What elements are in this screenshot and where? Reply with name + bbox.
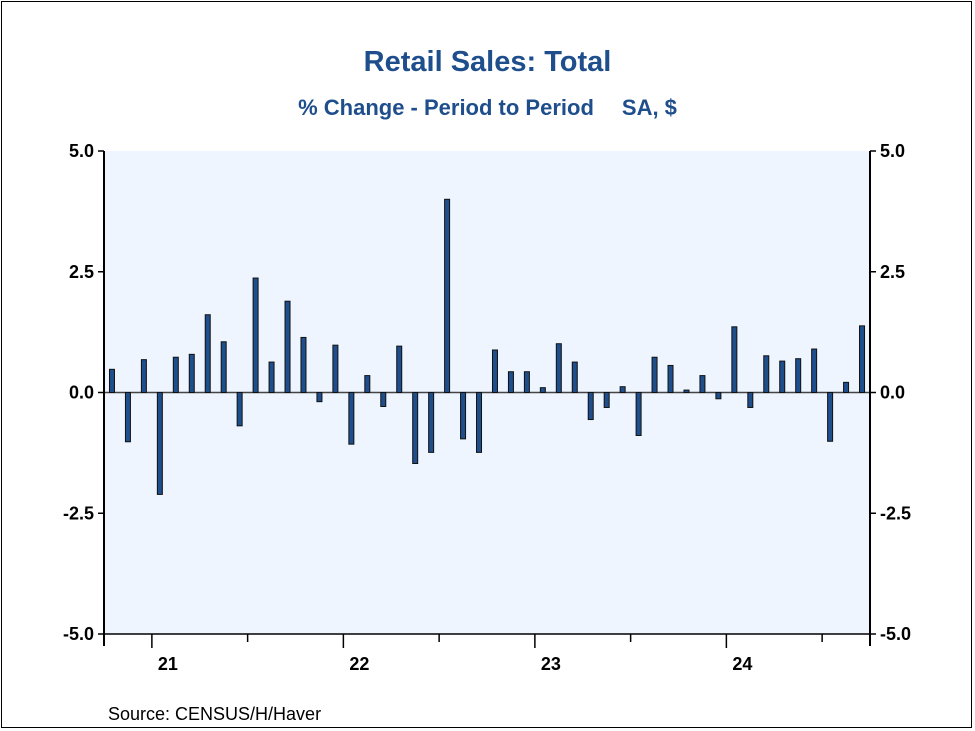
bar	[795, 358, 802, 394]
bar	[140, 359, 147, 394]
y-tick-label-left: 0.0	[69, 383, 94, 403]
bar	[316, 392, 323, 403]
subtitle-units: SA, $	[621, 95, 677, 120]
bar	[172, 356, 179, 393]
bar	[332, 344, 339, 393]
bar	[683, 389, 690, 393]
x-tick-label: 21	[158, 654, 178, 674]
bar	[747, 392, 754, 408]
bar	[699, 375, 706, 394]
bar	[300, 336, 307, 393]
bar	[396, 345, 403, 393]
x-tick-label: 23	[541, 654, 561, 674]
bar	[108, 368, 115, 394]
bar	[603, 392, 610, 408]
bar	[156, 392, 163, 495]
y-tick-label-left: -5.0	[63, 624, 94, 644]
bar	[220, 341, 227, 394]
bar	[252, 277, 259, 393]
bar	[859, 325, 866, 394]
subtitle-measure: % Change - Period to Period	[298, 95, 594, 120]
bar	[587, 392, 594, 421]
chart-subtitle: % Change - Period to Period SA, $	[0, 95, 975, 121]
bar	[491, 349, 498, 394]
bar	[444, 198, 451, 393]
bar	[428, 392, 435, 453]
y-tick-label-left: 5.0	[69, 141, 94, 161]
bar	[539, 387, 546, 394]
bar	[412, 392, 419, 465]
bar	[204, 314, 211, 393]
y-tick-label-left: -2.5	[63, 503, 94, 523]
bar	[555, 343, 562, 394]
bar	[268, 361, 275, 394]
y-tick-label-right: -2.5	[880, 503, 911, 523]
x-tick-label: 22	[349, 654, 369, 674]
bar	[460, 392, 467, 440]
bar	[364, 375, 371, 394]
bar	[380, 392, 387, 408]
bar	[843, 381, 850, 393]
bar	[124, 392, 131, 443]
source-note: Source: CENSUS/H/Haver	[108, 704, 322, 724]
bar	[571, 361, 578, 394]
bar	[507, 371, 514, 393]
chart-title: Retail Sales: Total	[363, 46, 612, 78]
y-tick-label-right: 2.5	[880, 262, 905, 282]
bar	[348, 392, 355, 445]
y-tick-label-right: 0.0	[880, 383, 905, 403]
y-tick-label-right: 5.0	[880, 141, 905, 161]
bar	[827, 392, 834, 442]
bar	[635, 392, 642, 436]
bar	[811, 348, 818, 393]
bar	[476, 392, 483, 453]
bar	[188, 353, 195, 393]
bar	[651, 356, 658, 393]
bar	[779, 360, 786, 394]
bar	[523, 371, 530, 393]
bar	[715, 392, 722, 400]
bar	[731, 326, 738, 394]
bar	[667, 364, 674, 393]
y-tick-label-right: -5.0	[880, 624, 911, 644]
bar	[763, 355, 770, 393]
y-tick-label-left: 2.5	[69, 262, 94, 282]
x-tick-label: 24	[732, 654, 752, 674]
bar	[236, 392, 243, 427]
bar	[284, 300, 291, 394]
bar	[619, 386, 626, 394]
